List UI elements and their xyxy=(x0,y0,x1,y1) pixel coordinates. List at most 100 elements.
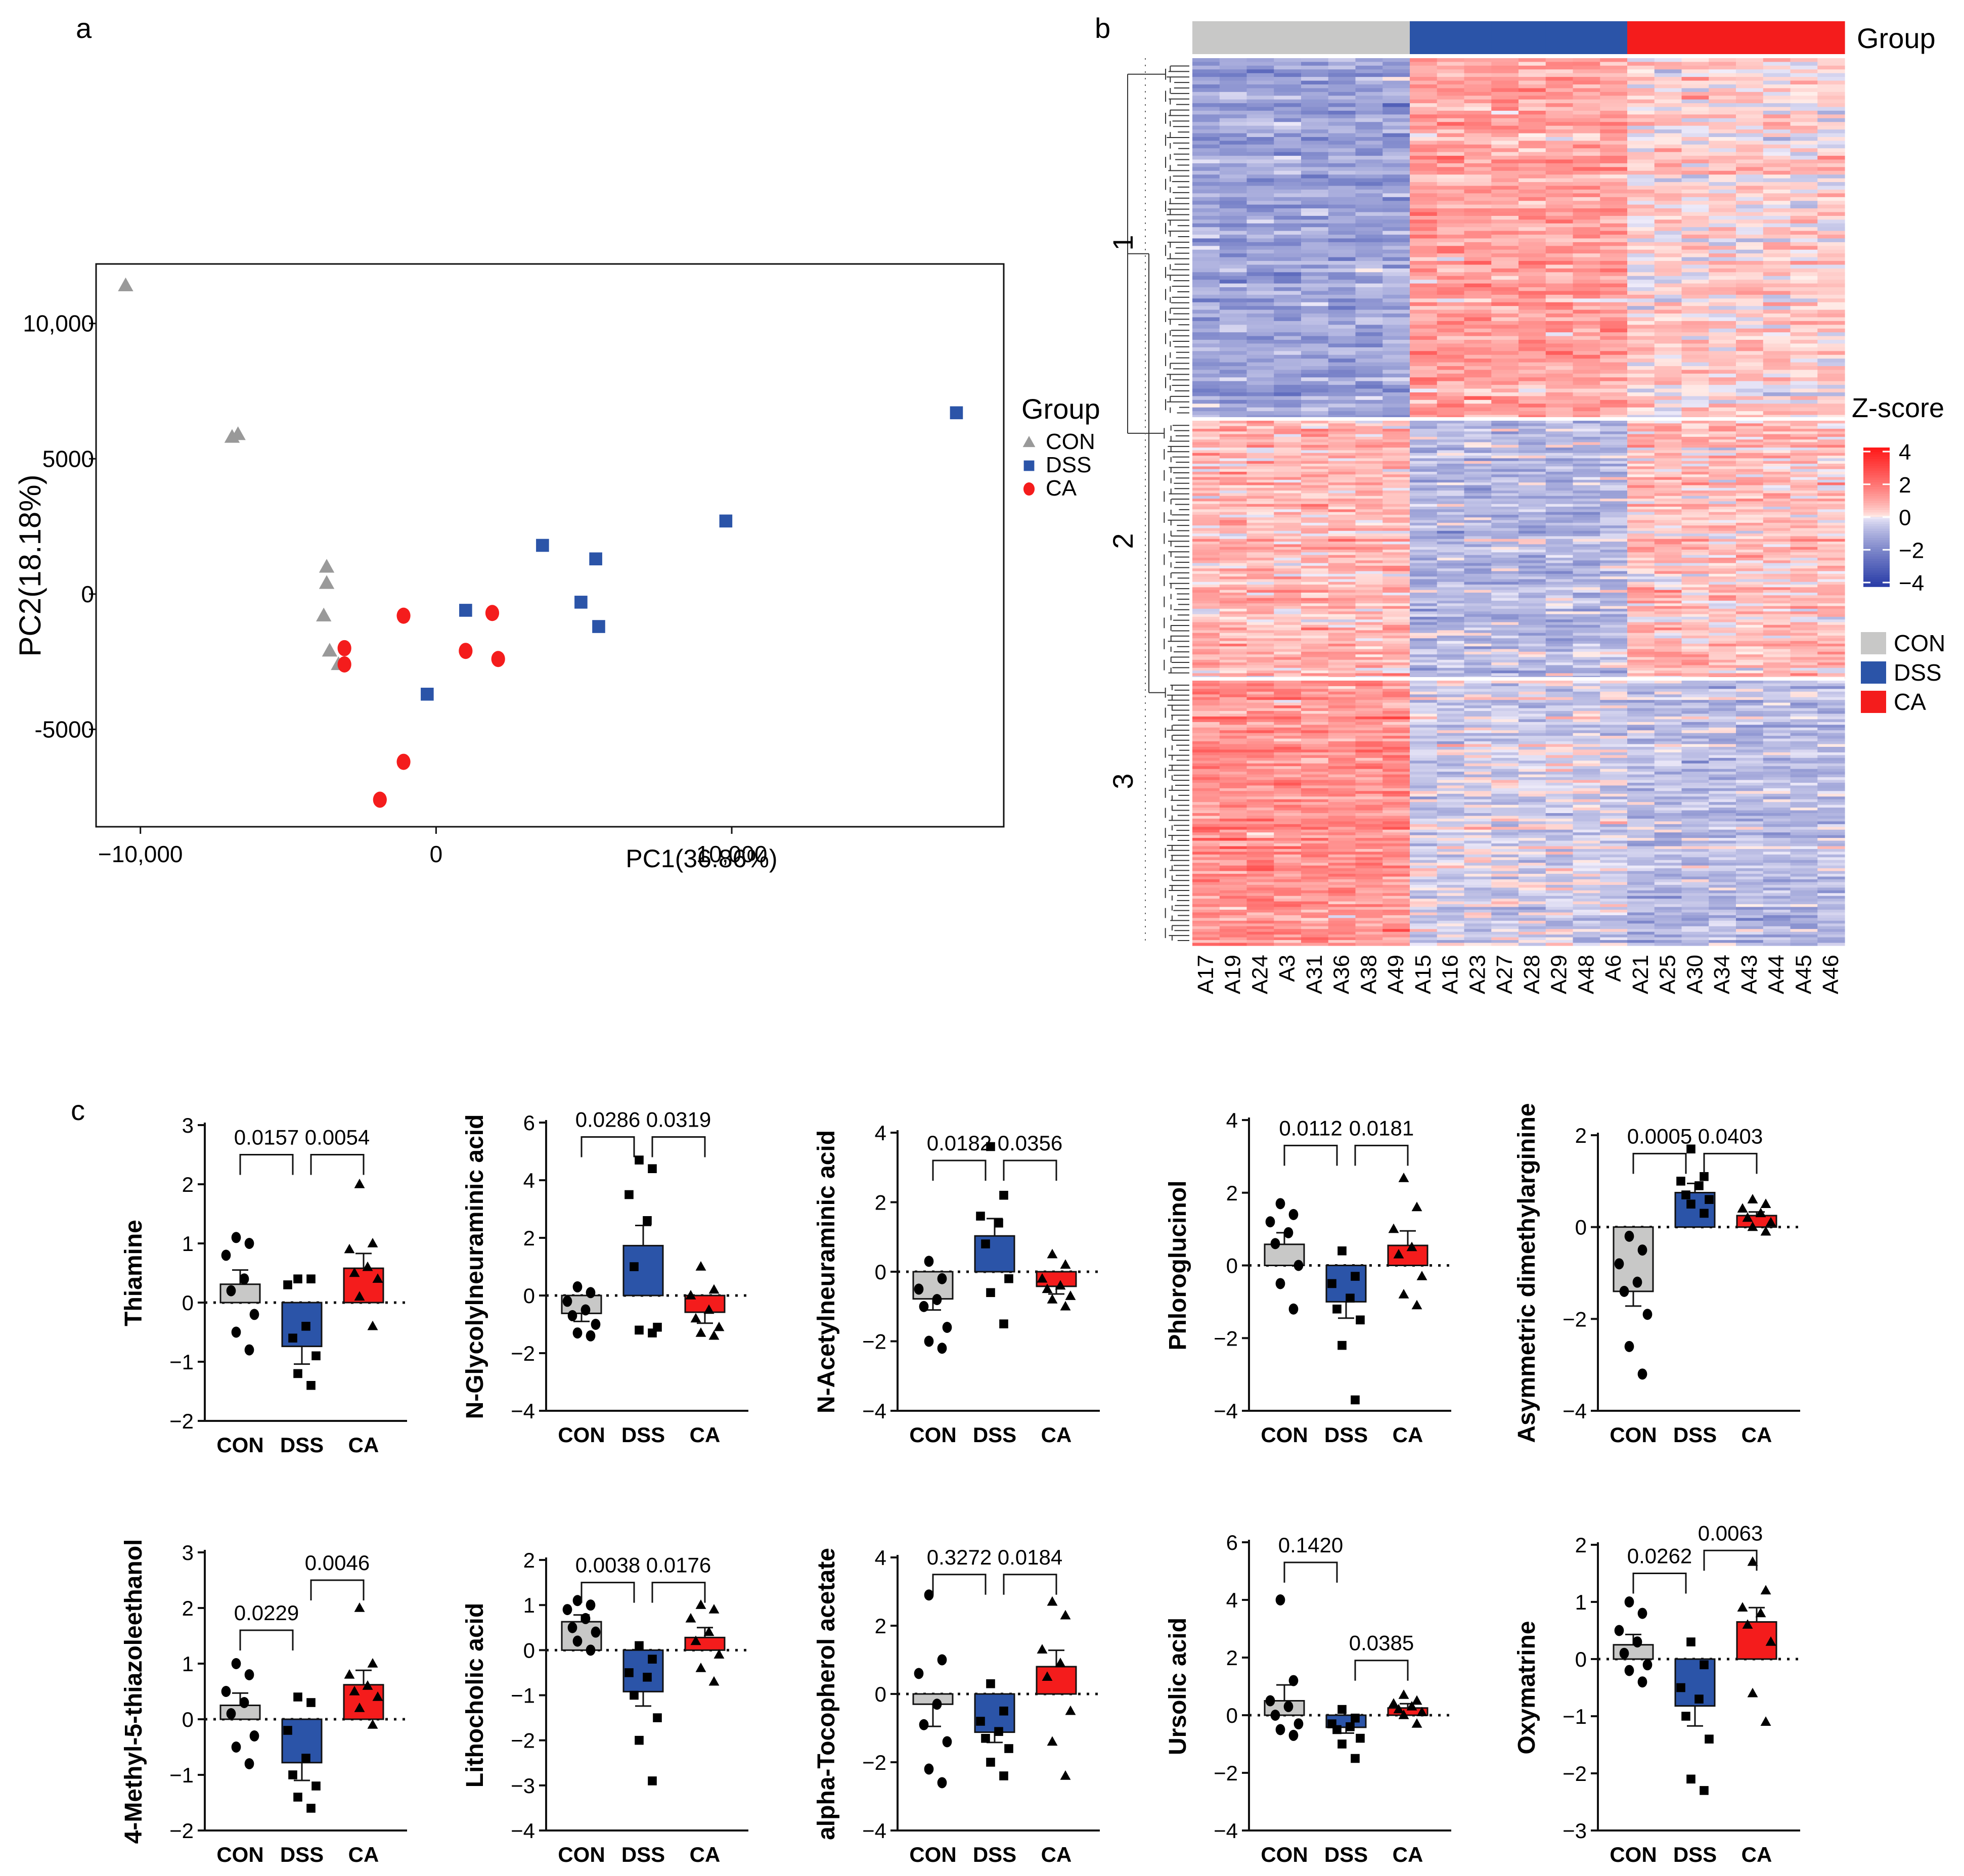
heatmap-cell xyxy=(1437,137,1465,141)
heatmap-cell xyxy=(1681,423,1709,427)
heatmap-cell xyxy=(1736,448,1764,451)
heatmap-cell xyxy=(1681,370,1709,374)
heatmap-cell xyxy=(1192,713,1220,717)
heatmap-cell xyxy=(1301,598,1329,601)
heatmap-cell xyxy=(1301,547,1329,550)
heatmap-cell xyxy=(1410,700,1438,703)
heatmap-cell xyxy=(1545,314,1574,318)
heatmap-cell xyxy=(1464,450,1492,454)
heatmap-cell xyxy=(1654,622,1682,626)
heatmap-cell xyxy=(1573,336,1600,340)
heatmap-cell xyxy=(1627,163,1655,167)
heatmap-cell xyxy=(1192,453,1220,456)
heatmap-cell xyxy=(1627,317,1655,322)
heatmap-cell xyxy=(1437,694,1465,698)
heatmap-cell xyxy=(1709,603,1736,607)
heatmap-cell xyxy=(1817,477,1845,480)
heatmap-cell xyxy=(1301,294,1329,299)
heatmap-cell xyxy=(1192,328,1220,333)
heatmap-cell xyxy=(1246,249,1274,254)
heatmap-cell xyxy=(1545,336,1574,340)
heatmap-cell xyxy=(1328,77,1356,81)
heatmap-cell xyxy=(1817,512,1845,515)
heatmap-cell xyxy=(1573,667,1600,671)
heatmap-cell xyxy=(1274,683,1302,687)
heatmap-cell xyxy=(1681,118,1709,122)
heatmap-cell xyxy=(1519,317,1546,322)
heatmap-cell xyxy=(1817,163,1845,167)
heatmap-cell xyxy=(1736,238,1764,243)
heatmap-cell xyxy=(1600,576,1628,580)
heatmap-cell xyxy=(1301,231,1329,235)
heatmap-cell xyxy=(1192,291,1220,295)
heatmap-cell xyxy=(1681,129,1709,134)
heatmap-cell xyxy=(1301,88,1329,93)
heatmap-cell xyxy=(1437,193,1465,198)
heatmap-cell xyxy=(1654,520,1682,523)
heatmap-cell xyxy=(1709,110,1736,115)
heatmap-cell xyxy=(1573,646,1600,650)
heatmap-cell xyxy=(1491,107,1519,111)
heatmap-cell xyxy=(1491,630,1519,634)
heatmap-cell xyxy=(1817,174,1845,179)
heatmap-cell xyxy=(1301,77,1329,81)
heatmap-cell xyxy=(1519,287,1546,292)
heatmap-cell xyxy=(1437,426,1465,429)
heatmap-cell xyxy=(1654,579,1682,583)
heatmap-cell xyxy=(1219,428,1247,432)
heatmap-cell xyxy=(1627,665,1655,668)
heatmap-cell xyxy=(1709,69,1736,74)
heatmap-cell xyxy=(1519,144,1546,149)
heatmap-cell xyxy=(1627,396,1655,400)
heatmap-cell xyxy=(1600,306,1628,310)
heatmap-cell xyxy=(1790,343,1818,348)
heatmap-cell xyxy=(1464,624,1492,628)
heatmap-cell xyxy=(1600,708,1628,711)
heatmap-cell xyxy=(1627,431,1655,435)
heatmap-cell xyxy=(1627,587,1655,591)
heatmap-cell xyxy=(1382,219,1410,224)
heatmap-cell xyxy=(1437,411,1465,416)
heatmap-cell xyxy=(1600,317,1628,322)
heatmap-cell xyxy=(1274,96,1302,100)
heatmap-cell xyxy=(1709,464,1736,467)
heatmap-cell xyxy=(1519,636,1546,639)
heatmap-cell xyxy=(1274,611,1302,615)
heatmap-cell xyxy=(1709,499,1736,502)
heatmap-cell xyxy=(1355,667,1383,671)
heatmap-cell xyxy=(1192,563,1220,566)
heatmap-cell xyxy=(1600,600,1628,604)
heatmap-cell xyxy=(1464,474,1492,478)
heatmap-cell xyxy=(1274,426,1302,429)
heatmap-cell xyxy=(1709,84,1736,89)
heatmap-cell xyxy=(1573,343,1600,348)
heatmap-cell xyxy=(1519,272,1546,277)
heatmap-cell xyxy=(1709,370,1736,374)
heatmap-cell xyxy=(1627,477,1655,480)
heatmap-cell xyxy=(1410,114,1438,119)
heatmap-cell xyxy=(1410,283,1438,288)
heatmap-cell xyxy=(1519,431,1546,435)
heatmap-cell xyxy=(1545,576,1574,580)
heatmap-cell xyxy=(1627,542,1655,545)
heatmap-cell xyxy=(1600,444,1628,448)
heatmap-cell xyxy=(1491,328,1519,333)
heatmap-cell xyxy=(1736,88,1764,93)
heatmap-cell xyxy=(1437,681,1465,684)
heatmap-cell xyxy=(1736,421,1764,424)
heatmap-cell xyxy=(1301,69,1329,74)
heatmap-cell xyxy=(1573,193,1600,198)
heatmap-cell xyxy=(1736,321,1764,325)
heatmap-cell xyxy=(1600,354,1628,359)
heatmap-cell xyxy=(1491,280,1519,284)
heatmap-cell xyxy=(1274,649,1302,652)
heatmap-cell xyxy=(1192,351,1220,355)
heatmap-cell xyxy=(1600,388,1628,393)
heatmap-cell xyxy=(1301,662,1329,666)
heatmap-cell xyxy=(1709,622,1736,626)
heatmap-cell xyxy=(1627,212,1655,216)
heatmap-cell xyxy=(1790,287,1818,292)
heatmap-cell xyxy=(1382,428,1410,432)
heatmap-cell xyxy=(1654,235,1682,239)
heatmap-cell xyxy=(1817,317,1845,322)
